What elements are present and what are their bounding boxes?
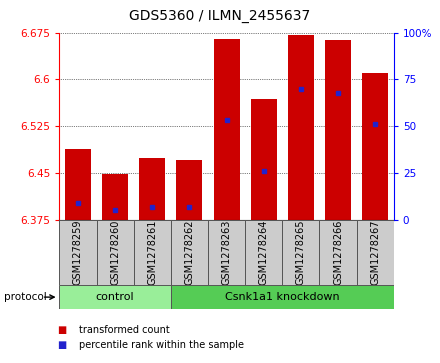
Text: GSM1278267: GSM1278267 — [370, 220, 380, 285]
Bar — [171, 220, 208, 285]
Text: GSM1278262: GSM1278262 — [184, 220, 194, 285]
Bar — [208, 220, 245, 285]
Text: ■: ■ — [57, 340, 66, 350]
Bar — [319, 220, 357, 285]
Bar — [102, 174, 128, 220]
Text: ■: ■ — [57, 325, 66, 335]
Text: Csnk1a1 knockdown: Csnk1a1 knockdown — [225, 292, 340, 302]
Text: GSM1278263: GSM1278263 — [222, 220, 231, 285]
Text: GDS5360 / ILMN_2455637: GDS5360 / ILMN_2455637 — [129, 9, 311, 23]
Text: GSM1278265: GSM1278265 — [296, 220, 306, 285]
Bar — [357, 220, 394, 285]
Text: transformed count: transformed count — [79, 325, 170, 335]
Bar — [59, 220, 96, 285]
Text: GSM1278259: GSM1278259 — [73, 220, 83, 285]
Text: GSM1278266: GSM1278266 — [333, 220, 343, 285]
Bar — [288, 34, 314, 220]
Bar — [96, 220, 134, 285]
Bar — [325, 40, 351, 220]
Text: GSM1278261: GSM1278261 — [147, 220, 157, 285]
Bar — [171, 285, 394, 309]
Bar — [65, 149, 91, 220]
Text: percentile rank within the sample: percentile rank within the sample — [79, 340, 244, 350]
Bar — [282, 220, 319, 285]
Bar — [213, 39, 240, 220]
Text: GSM1278260: GSM1278260 — [110, 220, 120, 285]
Text: GSM1278264: GSM1278264 — [259, 220, 269, 285]
Bar — [139, 158, 165, 220]
Bar — [362, 73, 388, 220]
Bar — [245, 220, 282, 285]
Bar — [176, 160, 202, 220]
Bar — [251, 99, 277, 220]
Bar — [59, 285, 171, 309]
Text: control: control — [96, 292, 135, 302]
Text: protocol: protocol — [4, 292, 47, 302]
Bar — [134, 220, 171, 285]
